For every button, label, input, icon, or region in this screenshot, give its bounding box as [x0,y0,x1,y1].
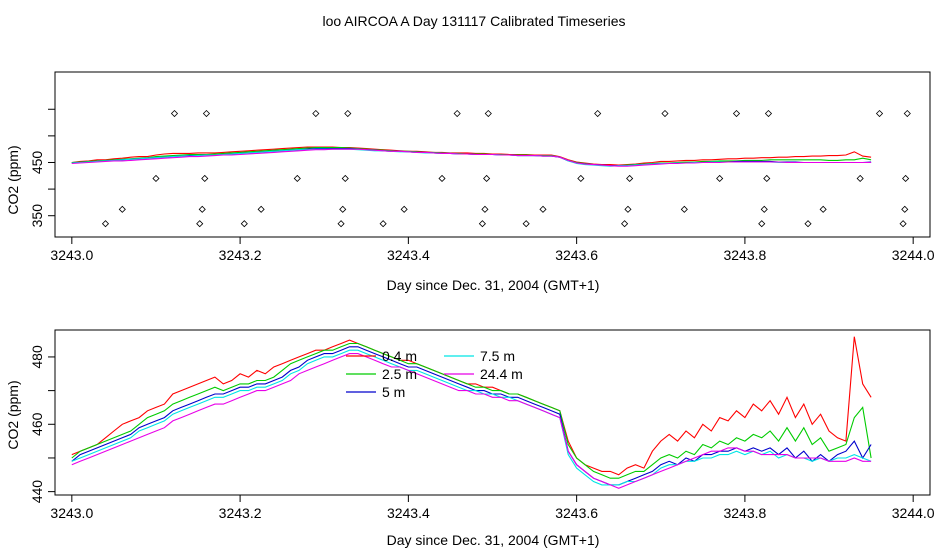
x-tick-label: 3243.4 [387,247,430,263]
x-tick-label: 3243.6 [555,247,598,263]
legend-label-1: 2.5 m [382,366,417,382]
calibration-point [856,174,864,183]
x-tick-label: 3243.6 [555,505,598,521]
legend-label-2: 5 m [382,384,405,400]
calibration-point [196,220,204,228]
legend-label-3: 7.5 m [480,348,515,364]
series-line-0 [71,336,872,476]
figure-title: loo AIRCOA A Day 131117 Calibrated Times… [323,13,626,29]
calibration-point [201,174,209,183]
calibration-point [522,220,530,228]
calibration-point [379,220,387,228]
calibration-point [438,174,446,183]
series-line-4 [71,353,872,489]
calibration-point [577,174,585,183]
panel-bottom-frame [54,329,931,496]
calibration-point [341,174,349,183]
x-tick-label: 3243.2 [219,505,262,521]
calibration-point [760,205,768,213]
x-tick-label: 3244.0 [892,247,935,263]
calibration-point [483,174,491,183]
calibration-point [101,220,110,228]
calibration-point [819,205,827,213]
calibration-point [312,109,320,118]
legend-label-0: 0.4 m [382,348,417,364]
calibration-point [453,109,461,118]
calibration-point [344,109,352,118]
calibration-point [804,220,812,228]
x-tick-label: 3243.0 [50,247,93,263]
calibration-point [594,109,602,118]
panel-bottom-xlabel: Day since Dec. 31, 2004 (GMT+1) [387,532,600,548]
calibration-point [661,109,669,118]
series-line-0 [71,146,872,166]
panel-top-series [71,146,872,167]
calibration-point [624,205,632,213]
calibration-point [902,174,910,183]
x-tick-label: 3243.0 [50,505,93,521]
calibration-point [484,109,492,118]
calibration-point [764,109,773,118]
calibration-point [732,109,741,118]
calibration-point [339,205,347,213]
x-tick-label: 3243.8 [723,505,766,521]
y-tick-label: 460 [29,412,45,436]
x-tick-label: 3244.0 [892,505,935,521]
y-tick-label: 350 [29,204,45,228]
panel-top-x-axis: 3243.0 3243.2 3243.4 3243.6 3243.8 3244.0 [50,237,935,263]
calibration-point [198,205,206,213]
calibration-point [118,205,126,213]
panel-top-y-axis: 350 450 [29,108,55,228]
series-line-3 [71,349,872,486]
panel-bottom-legend: 0.4 m 2.5 m 5 m 7.5 m 24.4 m [346,348,523,400]
panel-bottom: 3243.0 3243.2 3243.4 3243.6 3243.8 3244.0 440… [5,329,935,548]
calibration-point [899,220,907,228]
calibration-point [716,174,724,183]
calibration-point [202,109,211,118]
y-tick-label: 480 [29,345,45,369]
x-tick-label: 3243.2 [219,247,262,263]
panel-bottom-ylabel: CO2 (ppm) [5,380,21,449]
calibration-point [400,205,408,213]
calibration-point [621,220,629,228]
calibration-point [152,174,160,183]
y-tick-label: 450 [29,151,45,175]
calibration-point [901,205,909,213]
calibration-point [875,109,884,118]
calibration-point [478,220,486,228]
series-line-2 [71,346,872,486]
calibration-point [257,205,265,213]
panel-bottom-y-axis: 440 460 480 [29,345,55,503]
panel-top-ylabel: CO2 (ppm) [5,145,21,214]
calibration-point [763,174,771,183]
panel-top: 3243.0 3243.2 3243.4 3243.6 3243.8 3244.0 350… [5,71,935,293]
y-tick-label: 440 [29,480,45,504]
calibration-point [240,220,248,228]
series-line-4 [71,148,872,167]
calibration-point [293,174,301,183]
calibration-point [170,109,179,118]
x-tick-label: 3243.8 [723,247,766,263]
calibration-point [680,205,688,213]
calibration-point [626,174,634,183]
series-line-1 [71,342,872,479]
calibration-point [337,220,345,228]
panel-top-xlabel: Day since Dec. 31, 2004 (GMT+1) [387,277,600,293]
panel-bottom-x-axis: 3243.0 3243.2 3243.4 3243.6 3243.8 3244.0 [50,495,935,521]
calibration-point [758,220,766,228]
x-tick-label: 3243.4 [387,505,430,521]
calibration-point [539,205,547,213]
calibration-point [481,205,489,213]
panel-top-calibration-points [101,109,911,228]
panel-bottom-series [71,336,872,489]
panel-top-frame [54,71,931,238]
calibration-point [903,109,911,118]
legend-label-4: 24.4 m [480,366,523,382]
